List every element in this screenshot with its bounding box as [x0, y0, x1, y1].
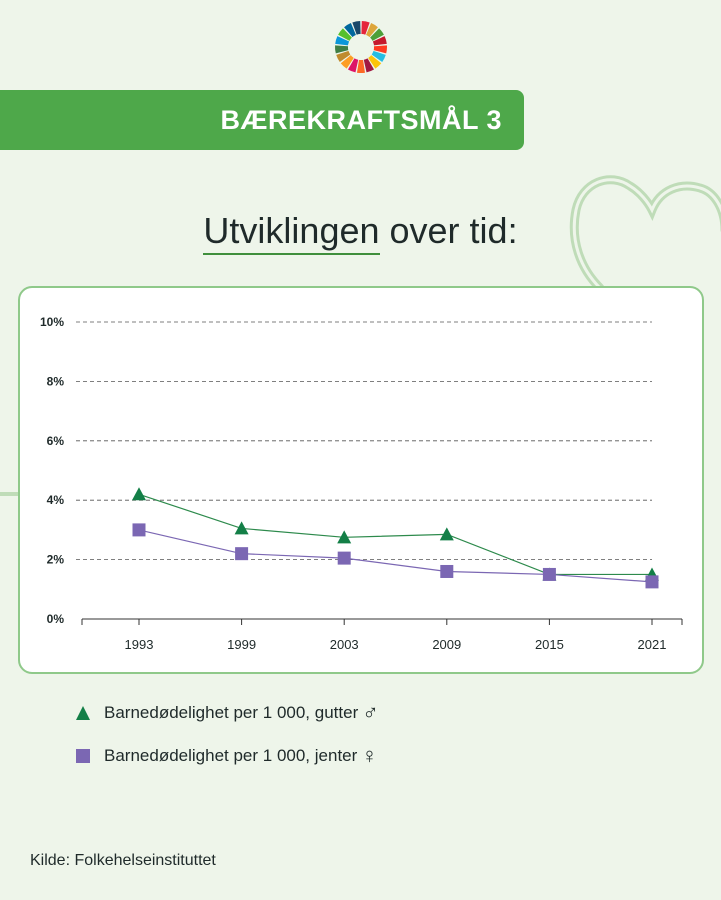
sdg-wheel-segment	[356, 59, 366, 73]
heart-decoration	[569, 175, 721, 293]
sdg-wheel-segment	[340, 55, 354, 69]
goal-banner: BÆREKRAFTSMÅL 3	[0, 90, 524, 150]
subtitle-rest: over tid:	[379, 210, 518, 251]
sdg-wheel-segment	[368, 55, 382, 69]
x-tick-label: 2003	[330, 637, 359, 652]
legend-item-girls: Barnedødelighet per 1 000, jenter ♀	[75, 743, 379, 769]
male-symbol-icon: ♂	[362, 700, 379, 725]
sdg-wheel-segment	[371, 50, 386, 63]
y-tick-label: 2%	[47, 553, 65, 567]
sdg-wheel-segment	[338, 28, 352, 41]
series-line-boys	[138, 493, 652, 576]
series-line-girls	[138, 529, 653, 583]
source-note: Kilde: Folkehelseinstituttet	[30, 852, 216, 869]
legend-item-boys: Barnedødelighet per 1 000, gutter ♂	[75, 700, 379, 726]
y-tick-label: 0%	[47, 612, 65, 626]
data-point-boys	[337, 530, 352, 544]
line-chart: 0% 2% 4% 6% 8% 10% 1993 1999 2003 2009 2015 2021	[40, 315, 683, 652]
subtitle-underlined-word: Utviklingen	[203, 210, 380, 255]
data-point-girls	[337, 551, 351, 565]
page-subtitle: Utviklingen over tid:	[0, 210, 721, 255]
legend-label-girls: Barnedødelighet per 1 000, jenter	[104, 746, 358, 765]
data-point-boys	[132, 487, 146, 501]
female-symbol-icon: ♀	[361, 743, 378, 768]
sdg-wheel-segment	[361, 21, 370, 35]
chart-card: 0% 2% 4% 6% 8% 10% 1993 1999 2003 2009 2015 2021	[18, 286, 704, 674]
sdg-wheel-segment	[335, 45, 349, 54]
sdg-wheel-segment	[352, 21, 361, 35]
x-tick-label: 2015	[535, 637, 564, 652]
side-decoration-line	[0, 492, 20, 496]
sdg-wheel-segment	[366, 23, 378, 38]
x-tick-label: 2009	[432, 637, 461, 652]
sdg-wheel-segment	[344, 23, 356, 38]
data-point-girls	[235, 547, 249, 561]
sdg-wheel-segment	[370, 28, 384, 41]
y-tick-label: 6%	[47, 434, 65, 448]
y-tick-label: 4%	[47, 493, 65, 507]
y-tick-label: 8%	[47, 374, 65, 388]
data-point-boys	[234, 521, 249, 535]
x-tick-label: 1999	[227, 637, 256, 652]
legend-label-boys: Barnedødelighet per 1 000, gutter	[104, 703, 359, 722]
y-tick-label: 10%	[40, 315, 64, 329]
x-tick-label: 1993	[125, 637, 154, 652]
sdg-wheel-logo	[335, 21, 387, 73]
banner-title: BÆREKRAFTSMÅL 3	[220, 104, 502, 135]
chart-legend: Barnedødelighet per 1 000, gutter ♂ Barn…	[75, 700, 379, 786]
x-tick-label: 2021	[638, 637, 667, 652]
data-point-boys	[439, 527, 454, 541]
triangle-marker-icon	[76, 706, 90, 720]
sdg-wheel-segment	[372, 36, 387, 46]
data-point-girls	[542, 567, 556, 581]
sdg-wheel-segment	[363, 58, 375, 73]
data-point-girls	[132, 523, 146, 537]
sdg-wheel-segment	[335, 36, 350, 46]
data-point-girls	[440, 564, 454, 578]
sdg-wheel-segment	[336, 50, 351, 63]
sdg-wheel-segment	[347, 58, 359, 73]
square-marker-icon	[76, 749, 90, 763]
sdg-wheel-segment	[373, 45, 387, 54]
data-point-girls	[645, 575, 659, 589]
